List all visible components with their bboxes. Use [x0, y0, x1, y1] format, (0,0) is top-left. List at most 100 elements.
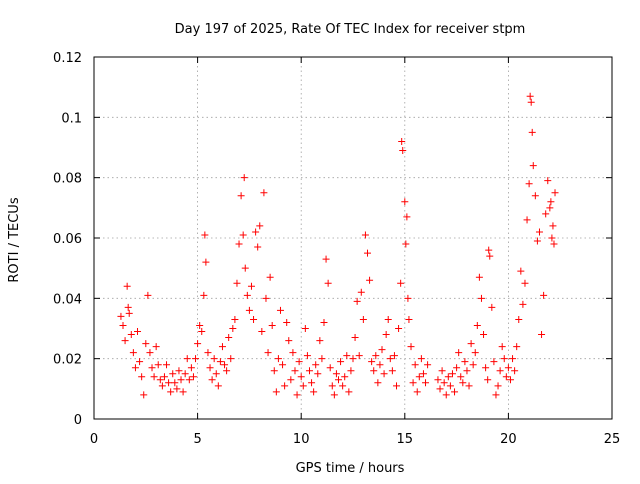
data-point	[526, 92, 534, 100]
data-point	[390, 352, 398, 360]
data-point	[341, 373, 349, 381]
data-point	[453, 364, 461, 372]
data-point	[494, 382, 502, 390]
data-point	[490, 358, 498, 366]
data-point	[382, 331, 390, 339]
data-point	[480, 331, 488, 339]
data-point	[158, 382, 166, 390]
data-point	[200, 291, 208, 299]
data-point	[486, 252, 494, 260]
data-point	[551, 189, 559, 197]
data-point	[194, 340, 202, 348]
data-point	[119, 321, 127, 329]
data-point	[206, 364, 214, 372]
data-point	[252, 228, 260, 236]
data-point	[506, 376, 514, 384]
data-point	[399, 147, 407, 155]
data-point	[413, 388, 421, 396]
data-point	[332, 370, 340, 378]
x-tick-label: 20	[500, 432, 517, 447]
data-point	[131, 364, 139, 372]
data-point	[289, 349, 297, 357]
data-point	[326, 364, 334, 372]
data-point	[285, 337, 293, 345]
data-point	[258, 328, 266, 336]
data-point	[457, 373, 465, 381]
data-point	[535, 228, 543, 236]
data-point	[266, 273, 274, 281]
data-point	[446, 382, 454, 390]
data-point	[419, 370, 427, 378]
y-tick-label: 0.1	[61, 111, 82, 126]
data-point	[368, 358, 376, 366]
data-point	[262, 294, 270, 302]
y-tick-label: 0.04	[53, 292, 82, 307]
data-point	[204, 349, 212, 357]
data-point	[422, 379, 430, 387]
data-point	[451, 388, 459, 396]
data-point	[202, 258, 210, 266]
data-point	[519, 300, 527, 308]
data-point	[208, 376, 216, 384]
data-point	[185, 376, 193, 384]
y-tick-label: 0.12	[53, 51, 82, 66]
data-point	[504, 364, 512, 372]
data-point	[144, 291, 152, 299]
data-point	[482, 364, 490, 372]
data-point	[136, 358, 144, 366]
data-point	[293, 391, 301, 399]
data-point	[312, 361, 320, 369]
x-tick-label: 15	[397, 432, 414, 447]
data-point	[175, 367, 183, 375]
x-tick-label: 5	[193, 432, 201, 447]
data-point	[500, 355, 508, 363]
data-point	[247, 282, 255, 290]
data-point	[239, 231, 247, 239]
data-point	[337, 358, 345, 366]
data-point	[233, 279, 241, 287]
data-point	[473, 321, 481, 329]
data-point	[171, 379, 179, 387]
data-point	[301, 325, 309, 332]
data-point	[299, 382, 307, 390]
data-point	[201, 231, 209, 239]
data-point	[218, 343, 226, 351]
data-point	[404, 294, 412, 302]
data-point	[409, 379, 417, 387]
data-point	[345, 388, 353, 396]
data-point	[380, 370, 388, 378]
data-point	[436, 385, 444, 393]
data-point	[270, 367, 278, 375]
data-point	[142, 340, 150, 348]
grid-lines	[94, 57, 612, 419]
data-point	[181, 370, 189, 378]
data-point	[163, 361, 171, 369]
data-point	[465, 382, 473, 390]
data-point	[129, 349, 137, 357]
data-point	[386, 355, 394, 363]
data-point	[407, 343, 415, 351]
data-point	[461, 358, 469, 366]
data-point	[544, 177, 552, 185]
data-point	[347, 367, 355, 375]
data-point	[127, 331, 135, 339]
data-point	[140, 391, 148, 399]
data-point	[241, 264, 249, 272]
data-point	[214, 382, 222, 390]
data-point	[475, 273, 483, 281]
data-point	[411, 361, 419, 369]
y-tick-label: 0.08	[53, 172, 82, 187]
data-point	[548, 234, 556, 242]
data-point	[438, 367, 446, 375]
y-tick-label: 0.06	[53, 232, 82, 247]
data-point	[227, 355, 235, 363]
data-point	[124, 303, 132, 311]
data-point	[455, 349, 463, 357]
data-point	[279, 361, 287, 369]
x-tick-label: 0	[90, 432, 98, 447]
data-point	[123, 282, 131, 290]
data-point	[183, 355, 191, 363]
data-point	[291, 367, 299, 375]
data-point	[245, 306, 253, 314]
